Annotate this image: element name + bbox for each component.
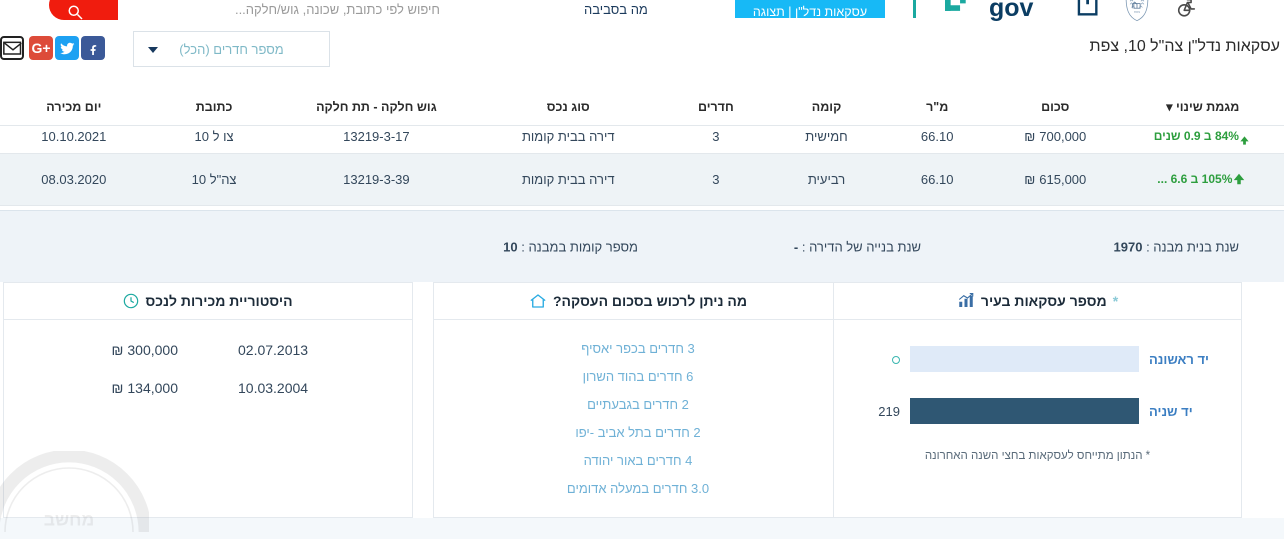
svg-text:צפת: צפת	[1134, 10, 1140, 14]
svg-text:מחשב: מחשב	[44, 510, 95, 530]
